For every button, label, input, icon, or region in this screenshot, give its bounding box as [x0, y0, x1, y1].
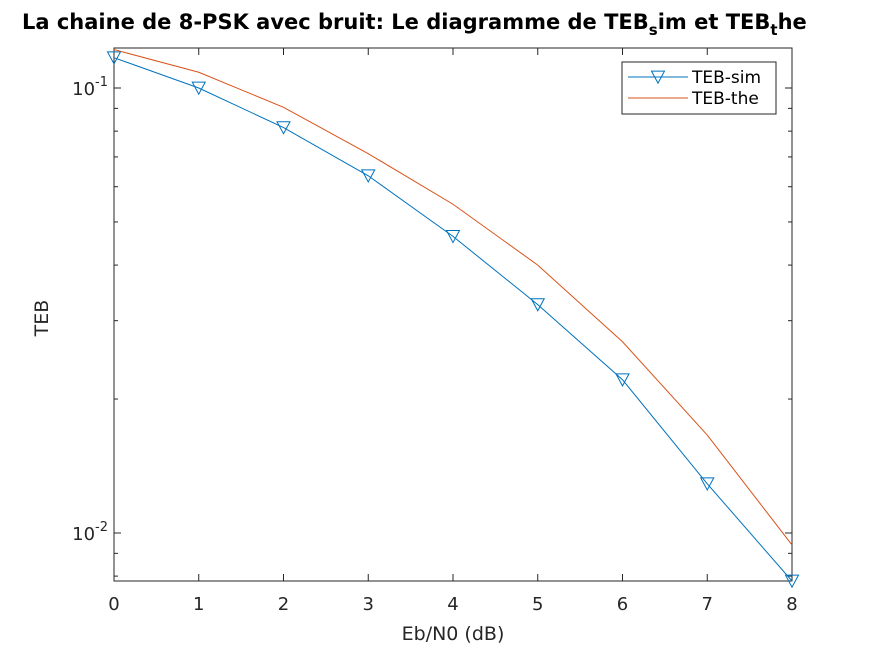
teb-sim-marker [276, 121, 291, 135]
y-tick-label: 10-1 [72, 75, 108, 100]
legend-label-teb-sim: TEB-sim [691, 68, 761, 88]
x-tick-label: 0 [108, 594, 119, 615]
x-tick-label: 5 [532, 594, 543, 615]
x-tick-label: 6 [617, 594, 628, 615]
teb-sim-marker [615, 373, 630, 387]
x-tick-label: 1 [193, 594, 204, 615]
x-tick-label: 2 [278, 594, 289, 615]
legend-box [621, 61, 777, 115]
teb-sim-marker [360, 169, 376, 183]
plot-area [113, 47, 793, 582]
x-tick-label: 8 [786, 594, 797, 615]
teb-the-line [113, 49, 793, 546]
legend-marker-teb-sim [650, 70, 666, 85]
teb-sim-marker [191, 81, 207, 96]
teb-sim-marker [106, 51, 122, 65]
y-axis-label: TEB [31, 300, 53, 338]
teb-sim-marker [784, 574, 800, 589]
chart-title: La chaine de 8-PSK avec bruit: Le diagra… [22, 10, 807, 39]
teb-sim-line [113, 57, 793, 582]
teb-sim-marker [699, 477, 715, 492]
y-tick-label: 10-2 [72, 520, 108, 545]
teb-sim-marker [530, 298, 546, 312]
x-tick-label: 3 [363, 594, 374, 615]
x-axis-label: Eb/N0 (dB) [402, 623, 505, 645]
legend-label-teb-the: TEB-the [691, 89, 759, 109]
teb-sim-marker [445, 230, 461, 244]
x-tick-label: 7 [702, 594, 713, 615]
x-tick-label: 4 [447, 594, 458, 615]
